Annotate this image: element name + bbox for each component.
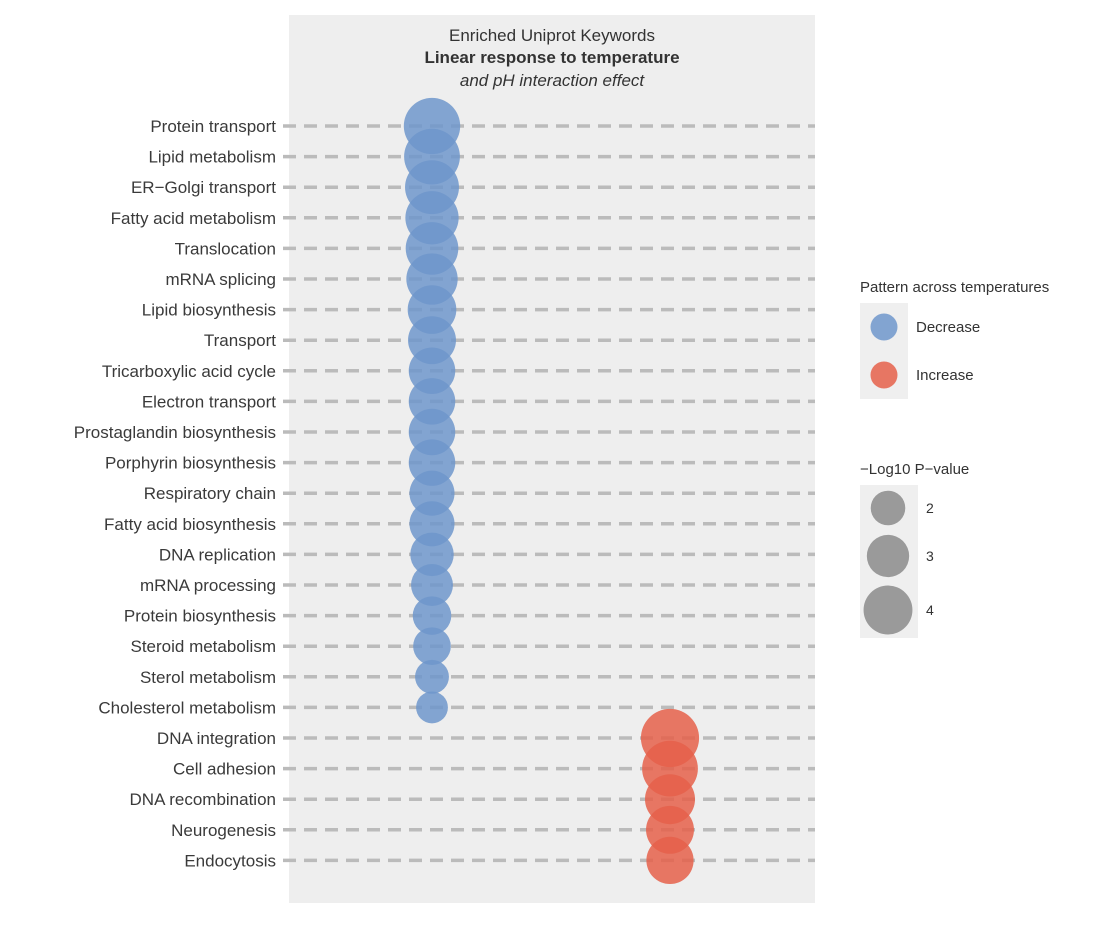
point-dna-replication [410, 532, 454, 577]
point-fatty-acid-biosynthesis [409, 501, 455, 547]
color-legend-label-decrease: Decrease [916, 319, 980, 336]
category-label-porphyrin-biosynthesis: Porphyrin biosynthesis [105, 454, 276, 473]
title-line-3: and pH interaction effect [460, 71, 646, 90]
category-label-transport: Transport [204, 331, 276, 350]
title-line-2: Linear response to temperature [424, 48, 679, 67]
size-legend-label-2: 2 [926, 500, 934, 516]
point-cholesterol-metabolism [416, 691, 448, 724]
category-label-cholesterol-metabolism: Cholesterol metabolism [98, 698, 276, 717]
category-label-respiratory-chain: Respiratory chain [144, 484, 276, 503]
chart-title: Enriched Uniprot Keywords Linear response… [424, 26, 679, 90]
title-line-1: Enriched Uniprot Keywords [449, 26, 655, 45]
point-steroid-metabolism [413, 627, 451, 666]
category-label-translocation: Translocation [175, 239, 276, 258]
category-label-protein-transport: Protein transport [150, 117, 276, 136]
color-legend-title: Pattern across temperatures [860, 279, 1049, 296]
color-legend-swatch-decrease [870, 313, 898, 341]
category-label-prostaglandin-biosynthesis: Prostaglandin biosynthesis [74, 423, 276, 442]
category-label-mrna-splicing: mRNA splicing [165, 270, 276, 289]
size-legend-title: −Log10 P−value [860, 461, 969, 478]
plot-panel [289, 15, 815, 903]
category-label-neurogenesis: Neurogenesis [171, 821, 276, 840]
category-label-dna-recombination: DNA recombination [130, 790, 276, 809]
category-label-sterol-metabolism: Sterol metabolism [140, 668, 276, 687]
size-legend-label-3: 3 [926, 548, 934, 564]
category-labels: Protein transport Lipid metabolism ER−Golg… [74, 117, 277, 870]
category-label-lipid-metabolism: Lipid metabolism [148, 148, 276, 167]
category-label-tricarboxylic-acid-cycle: Tricarboxylic acid cycle [102, 362, 276, 381]
point-endocytosis [646, 836, 694, 885]
size-legend: −Log10 P−value 2 3 4 [860, 461, 969, 638]
category-label-mrna-processing: mRNA processing [140, 576, 276, 595]
size-legend-label-4: 4 [926, 602, 934, 618]
category-label-cell-adhesion: Cell adhesion [173, 760, 276, 779]
category-label-er-golgi-transport: ER−Golgi transport [131, 178, 276, 197]
category-label-fatty-acid-biosynthesis: Fatty acid biosynthesis [104, 515, 276, 534]
data-points [403, 97, 700, 885]
category-label-dna-replication: DNA replication [159, 545, 276, 564]
category-label-steroid-metabolism: Steroid metabolism [130, 637, 276, 656]
gridlines [283, 124, 815, 863]
size-legend-circle-3 [866, 534, 910, 578]
category-label-dna-integration: DNA integration [157, 729, 276, 748]
size-legend-circle-2 [870, 490, 906, 526]
size-legend-circle-4 [863, 585, 913, 635]
category-label-endocytosis: Endocytosis [184, 851, 276, 870]
color-legend-swatch-increase [870, 361, 898, 389]
category-label-fatty-acid-metabolism: Fatty acid metabolism [111, 209, 276, 228]
point-sterol-metabolism [415, 659, 449, 694]
category-label-electron-transport: Electron transport [142, 392, 276, 411]
point-protein-biosynthesis [412, 596, 452, 635]
point-mrna-processing [411, 564, 453, 606]
color-legend-label-increase: Increase [916, 367, 974, 384]
color-legend: Pattern across temperatures Decrease Incre… [860, 279, 1049, 399]
category-label-protein-biosynthesis: Protein biosynthesis [124, 607, 276, 626]
category-label-lipid-biosynthesis: Lipid biosynthesis [142, 301, 276, 320]
